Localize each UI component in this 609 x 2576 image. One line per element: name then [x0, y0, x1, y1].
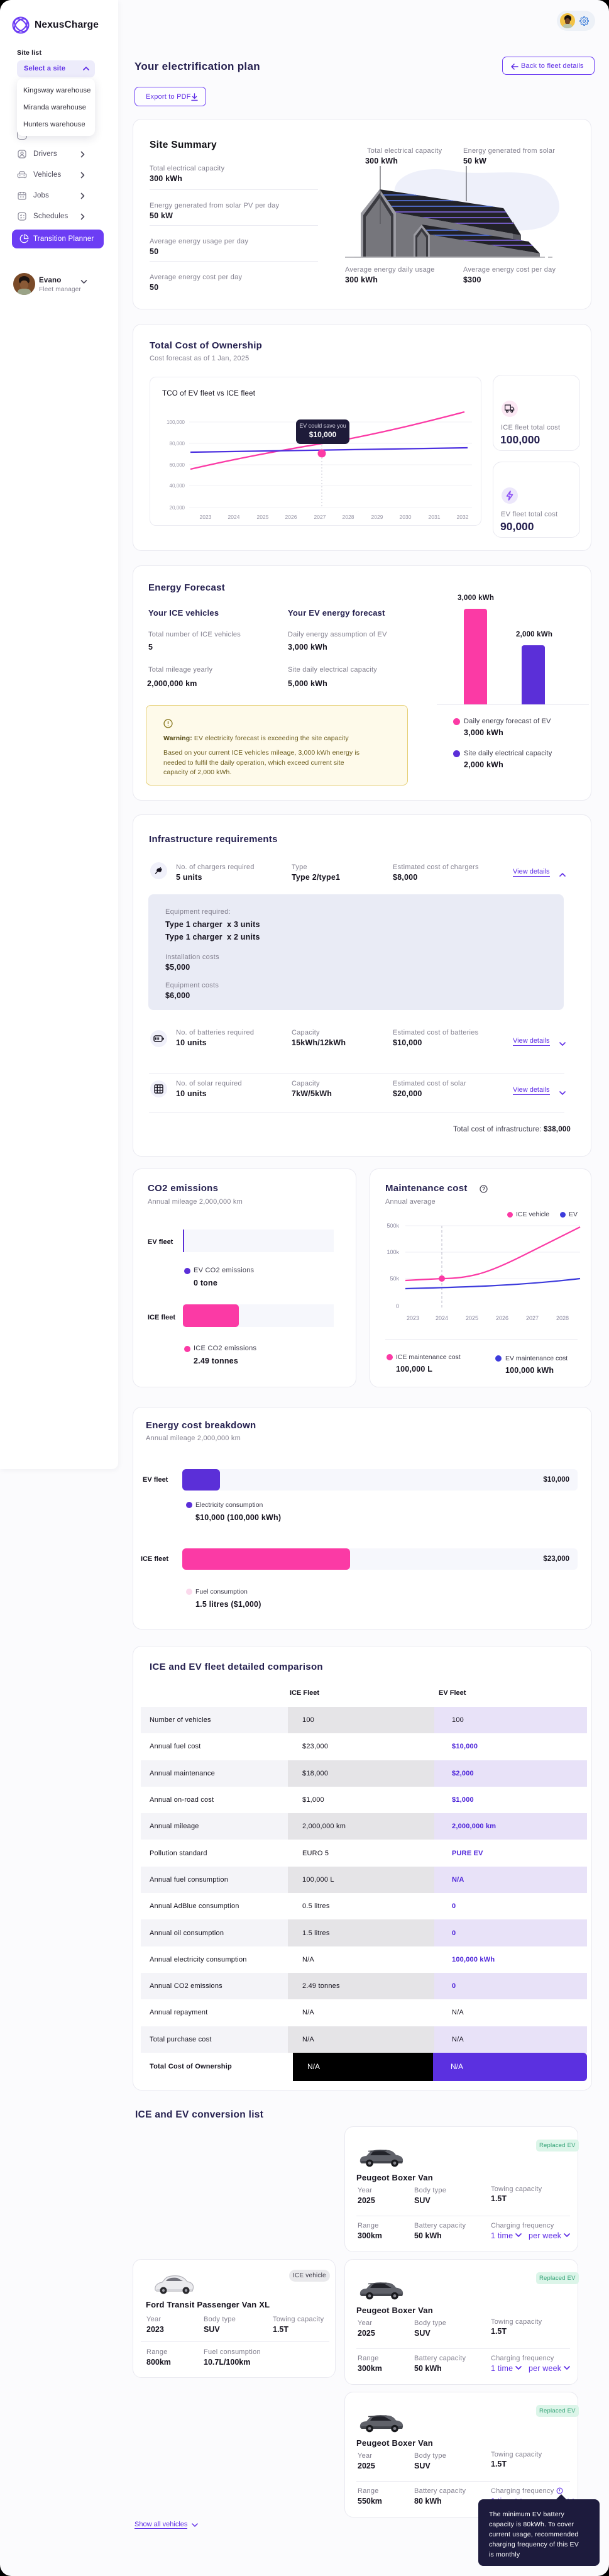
- svg-text:0: 0: [396, 1303, 399, 1309]
- svg-text:50k: 50k: [390, 1275, 399, 1282]
- svg-text:2027: 2027: [526, 1315, 539, 1321]
- svg-text:2025: 2025: [466, 1315, 478, 1321]
- svg-text:2026: 2026: [285, 514, 297, 520]
- svg-text:2029: 2029: [371, 514, 383, 520]
- svg-text:2028: 2028: [343, 514, 354, 520]
- svg-text:2024: 2024: [228, 514, 240, 520]
- svg-text:60,000: 60,000: [170, 462, 185, 468]
- svg-text:2024: 2024: [436, 1315, 448, 1321]
- svg-text:100k: 100k: [387, 1249, 399, 1255]
- svg-text:80,000: 80,000: [170, 441, 185, 447]
- svg-text:2023: 2023: [200, 514, 212, 520]
- svg-text:500k: 500k: [387, 1223, 399, 1229]
- svg-text:2031: 2031: [429, 514, 441, 520]
- svg-text:2023: 2023: [407, 1315, 419, 1321]
- svg-text:2028: 2028: [556, 1315, 569, 1321]
- svg-text:2032: 2032: [457, 514, 469, 520]
- svg-text:2025: 2025: [257, 514, 269, 520]
- svg-text:2026: 2026: [496, 1315, 508, 1321]
- svg-text:2027: 2027: [314, 514, 326, 520]
- svg-text:20,000: 20,000: [170, 505, 185, 511]
- svg-text:40,000: 40,000: [170, 483, 185, 489]
- svg-text:100,000: 100,000: [167, 419, 185, 425]
- svg-text:2030: 2030: [400, 514, 412, 520]
